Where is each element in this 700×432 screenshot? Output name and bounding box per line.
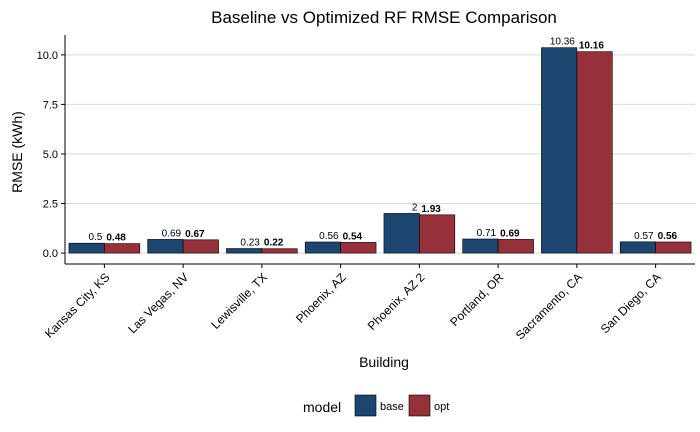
y-tick-label: 7.5 [43, 99, 58, 111]
bar-opt [419, 214, 456, 254]
y-tick-label: 5.0 [43, 149, 58, 161]
y-axis-title: RMSE (kWh) [9, 111, 25, 193]
y-tick-label: 0.0 [43, 248, 58, 260]
bar-opt [261, 248, 298, 254]
bar-base [68, 242, 105, 254]
bar-base [541, 47, 578, 254]
data-label-opt: 10.16 [579, 41, 604, 52]
bar-base [304, 241, 341, 254]
data-label-base: 0.5 [88, 232, 102, 243]
x-tick-label: Las Vegas, NV [125, 270, 191, 336]
x-tick-label: Phoenix, AZ [293, 270, 349, 326]
legend-swatch-base [354, 394, 377, 417]
data-label-opt: 0.22 [264, 238, 284, 249]
legend: model base opt [303, 394, 449, 417]
bar-opt [182, 239, 219, 254]
data-label-base: 0.23 [240, 238, 260, 249]
data-label-base: 0.56 [319, 231, 339, 242]
data-label-opt: 0.69 [500, 228, 520, 239]
data-labels: 0.5 0.48 0.69 0.670.23 0.220.56 0.542 1.930.71… [88, 37, 677, 249]
legend-label-opt: opt [434, 401, 449, 413]
legend-swatch-opt [408, 394, 431, 417]
bar-base [226, 248, 263, 254]
x-tick-label: Portland, OR [447, 270, 506, 329]
legend-title: model [303, 399, 341, 415]
data-label-opt: 0.56 [658, 231, 678, 242]
y-tick-label: 2.5 [43, 199, 58, 211]
y-tick-label: 10.0 [37, 50, 58, 62]
data-label-base: 0.71 [477, 228, 497, 239]
x-axis-title: Building [359, 354, 409, 370]
bar-base [147, 239, 184, 254]
data-label-base: 2 [412, 202, 418, 213]
x-tick-label: Phoenix, AZ 2 [365, 270, 428, 333]
y-ticks: 0.0 2.5 5.0 7.5 10.0 [37, 50, 65, 260]
bar-opt [104, 243, 141, 254]
bar-base [619, 241, 656, 254]
x-tick-label: Kansas City, KS [42, 270, 113, 341]
x-tick-label: San Diego, CA [598, 270, 664, 336]
bar-opt [655, 241, 692, 254]
bar-base [383, 213, 420, 254]
bar-opt [340, 242, 377, 254]
data-label-base: 10.36 [550, 37, 575, 48]
data-label-opt: 0.67 [185, 229, 205, 240]
data-label-opt: 0.54 [343, 231, 363, 242]
bar-base [462, 238, 499, 254]
bars [68, 47, 692, 254]
data-label-opt: 1.93 [421, 204, 441, 215]
chart-title: Baseline vs Optimized RF RMSE Comparison [211, 8, 557, 27]
x-tick-label: Lewisville, TX [208, 270, 270, 332]
legend-label-base: base [380, 401, 404, 413]
bar-opt [576, 51, 613, 254]
data-label-opt: 0.48 [106, 233, 126, 244]
x-tick-label: Sacramento, CA [513, 270, 585, 342]
bar-opt [497, 239, 534, 254]
data-label-base: 0.69 [162, 228, 182, 239]
data-label-base: 0.57 [634, 231, 654, 242]
x-ticks: Kansas City, KS Las Vegas, NV Lewisville, … [42, 264, 664, 342]
